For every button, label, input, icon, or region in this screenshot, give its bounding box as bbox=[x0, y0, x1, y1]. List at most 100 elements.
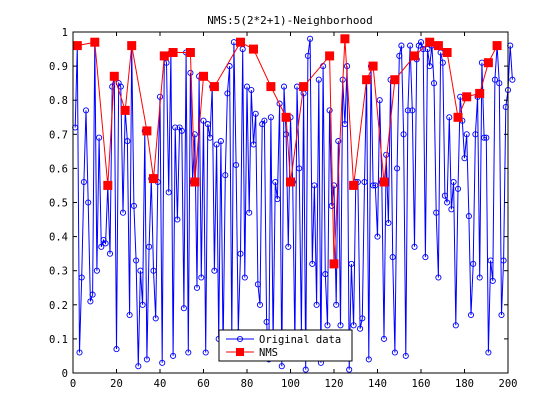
original-data-point bbox=[498, 311, 505, 319]
original-data-point bbox=[89, 291, 96, 298]
nms-point bbox=[72, 41, 82, 51]
original-data-point bbox=[143, 356, 150, 363]
original-data-point bbox=[435, 274, 442, 281]
original-data-point bbox=[350, 322, 357, 329]
original-data-point bbox=[248, 86, 255, 94]
nms-point bbox=[103, 180, 113, 190]
original-data-point bbox=[296, 165, 303, 172]
original-data-point bbox=[78, 274, 85, 281]
legend-nms-marker bbox=[236, 348, 244, 356]
original-data-point bbox=[485, 349, 492, 356]
original-data-point bbox=[150, 267, 157, 274]
nms-point bbox=[483, 58, 493, 68]
original-data-point bbox=[346, 366, 353, 373]
original-data-point bbox=[106, 250, 114, 257]
nms-point bbox=[349, 180, 359, 190]
x-tick-label: 20 bbox=[110, 378, 123, 390]
original-data-point bbox=[467, 311, 475, 319]
y-tick-label: 1 bbox=[62, 27, 68, 39]
original-data-point bbox=[483, 134, 490, 141]
x-tick-label: 120 bbox=[325, 378, 344, 390]
x-tick-label: 40 bbox=[154, 378, 167, 390]
y-tick-label: 0.9 bbox=[49, 61, 68, 73]
original-data-point bbox=[211, 267, 218, 274]
nms-point bbox=[325, 51, 335, 61]
original-data-point bbox=[370, 182, 377, 189]
original-data-point bbox=[254, 281, 261, 288]
original-data-point bbox=[159, 359, 166, 366]
original-data-point bbox=[500, 257, 507, 264]
y-tick-label: 0 bbox=[62, 368, 68, 380]
nms-point bbox=[149, 174, 158, 184]
original-data-point bbox=[224, 90, 231, 97]
nms-point bbox=[199, 71, 208, 81]
y-tick-label: 0.4 bbox=[49, 232, 68, 244]
original-data-point bbox=[404, 107, 411, 114]
original-data-point bbox=[117, 83, 124, 90]
original-data-point bbox=[389, 254, 396, 261]
original-data-point bbox=[357, 325, 364, 332]
nms-point bbox=[159, 51, 169, 61]
original-data-point bbox=[489, 277, 496, 284]
nms-point bbox=[168, 48, 178, 57]
x-tick-label: 160 bbox=[412, 378, 431, 390]
original-data-point bbox=[398, 42, 405, 49]
original-data-point bbox=[243, 83, 251, 90]
original-data-point bbox=[341, 121, 348, 128]
original-data-point bbox=[452, 322, 459, 329]
original-data-point bbox=[348, 260, 355, 267]
original-data-point bbox=[433, 209, 440, 216]
original-data-point bbox=[376, 97, 383, 104]
nms-point bbox=[299, 82, 309, 92]
original-data-point bbox=[178, 127, 185, 134]
original-data-point bbox=[165, 189, 172, 196]
original-data-point bbox=[402, 352, 409, 359]
original-data-point bbox=[80, 178, 87, 186]
original-data-point bbox=[213, 141, 220, 148]
nms-point bbox=[492, 41, 502, 51]
original-data-point bbox=[180, 305, 187, 312]
original-data-point bbox=[237, 250, 244, 257]
original-data-point bbox=[146, 243, 153, 250]
nms-point bbox=[185, 48, 195, 57]
original-data-point bbox=[280, 83, 288, 90]
original-data-point bbox=[509, 76, 516, 83]
nms-point bbox=[249, 44, 258, 54]
nms-point bbox=[340, 34, 350, 44]
original-data-point bbox=[96, 134, 103, 141]
original-data-point bbox=[137, 267, 144, 274]
nms-point bbox=[475, 88, 485, 98]
nms-point bbox=[236, 37, 245, 47]
y-tick-label: 0.2 bbox=[49, 300, 68, 312]
nms-point bbox=[281, 112, 291, 122]
original-data-point bbox=[217, 138, 224, 145]
original-data-point bbox=[472, 131, 479, 138]
x-tick-label: 80 bbox=[241, 378, 254, 390]
nms-point bbox=[127, 41, 137, 51]
original-data-point bbox=[283, 131, 290, 138]
original-data-point bbox=[198, 274, 205, 281]
nms-point bbox=[442, 48, 452, 57]
original-data-point bbox=[76, 349, 83, 356]
original-data-point bbox=[174, 216, 181, 223]
original-data-point bbox=[222, 172, 229, 179]
original-data-point bbox=[400, 131, 407, 138]
original-data-point bbox=[420, 46, 427, 53]
y-tick-label: 0.1 bbox=[49, 334, 68, 346]
nms-point bbox=[368, 61, 378, 71]
original-data-point bbox=[463, 131, 470, 138]
y-tick-label: 0.8 bbox=[49, 95, 68, 107]
original-data-point bbox=[272, 178, 279, 186]
original-data-point bbox=[85, 199, 92, 206]
original-data-point bbox=[385, 219, 392, 227]
original-data-point bbox=[139, 301, 146, 308]
original-data-point bbox=[126, 311, 133, 319]
original-data-point bbox=[409, 107, 416, 114]
nms-point bbox=[90, 37, 100, 47]
original-data-point bbox=[372, 182, 379, 189]
nms-point bbox=[362, 75, 372, 85]
original-data-point bbox=[82, 107, 90, 114]
original-data-point bbox=[439, 59, 446, 66]
original-data-point bbox=[252, 110, 259, 117]
